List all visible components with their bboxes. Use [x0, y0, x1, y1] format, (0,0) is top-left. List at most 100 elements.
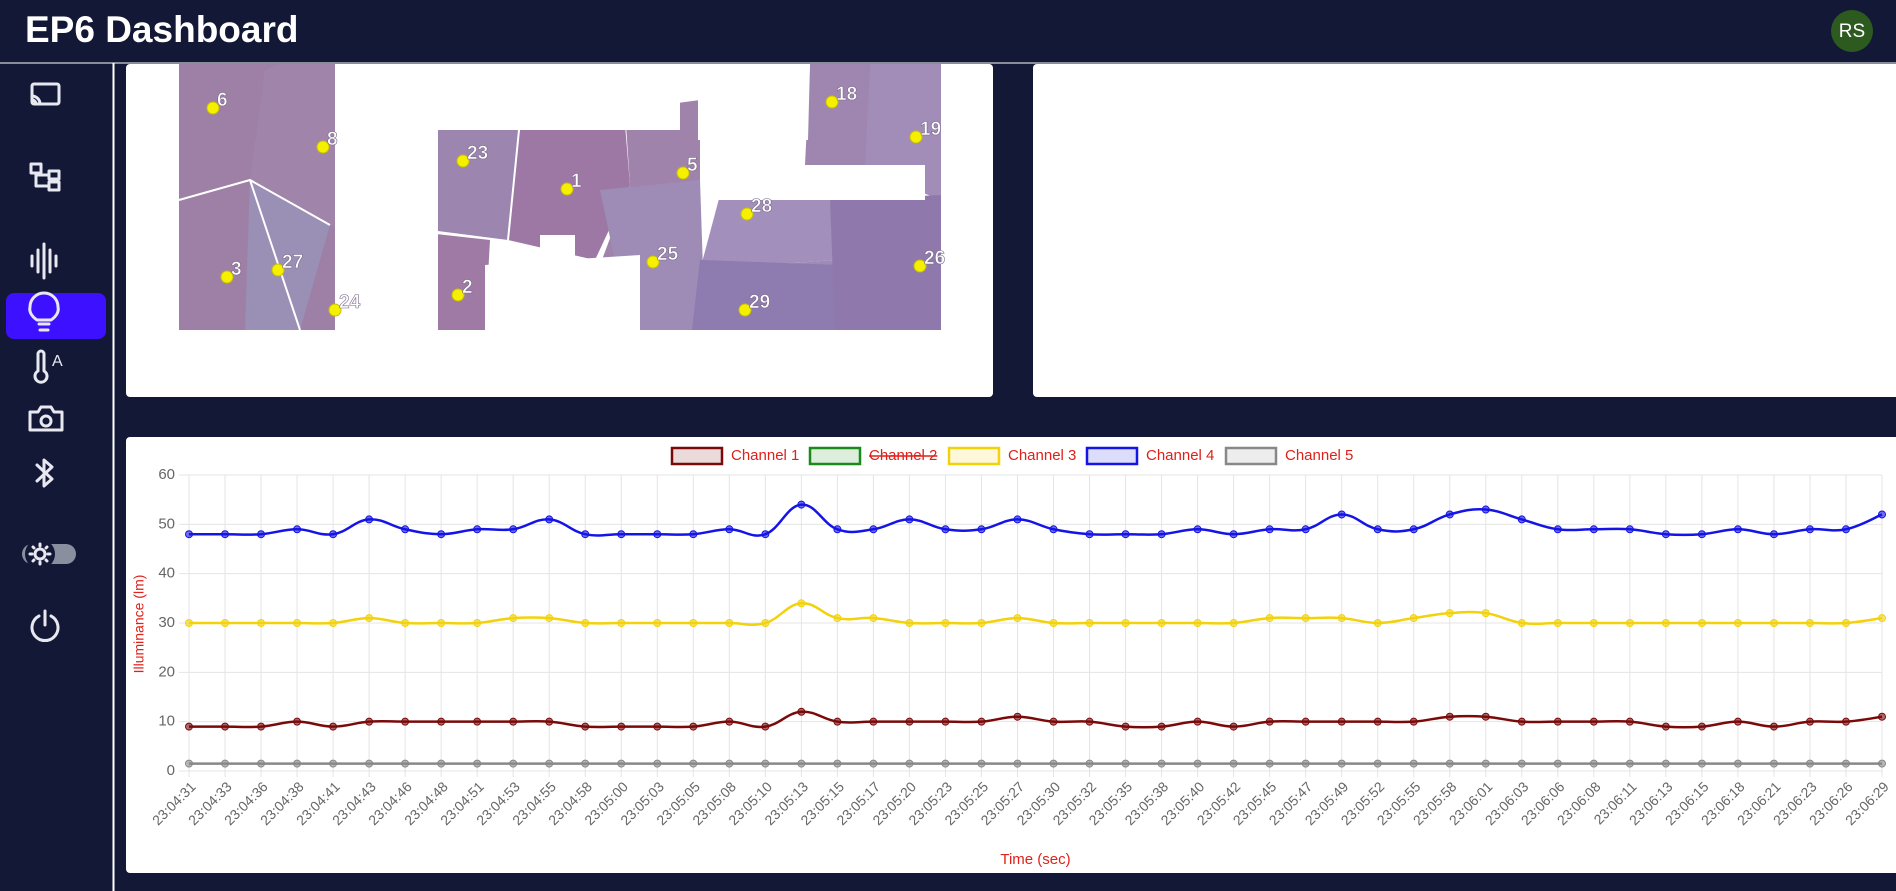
data-point [545, 515, 554, 524]
data-point [1301, 717, 1310, 726]
data-point [1697, 619, 1706, 627]
sensor-label: 27 [282, 252, 303, 273]
sensor-label: 24 [339, 292, 361, 313]
data-point [869, 525, 878, 534]
data-point [905, 717, 914, 726]
side-card [1033, 64, 1896, 397]
sensor-point [676, 166, 690, 180]
data-point [761, 722, 770, 731]
data-point [1085, 530, 1094, 539]
sensor-point [913, 259, 927, 273]
power-icon[interactable] [30, 609, 60, 643]
data-point [1878, 712, 1886, 721]
data-point [401, 759, 410, 768]
data-point [905, 515, 914, 524]
sensor-label: 28 [751, 196, 772, 217]
sensor-point [738, 303, 752, 317]
data-point [1553, 759, 1562, 768]
y-tick-label: 60 [158, 466, 175, 483]
data-point [1769, 530, 1778, 539]
legend-swatch [1224, 446, 1278, 466]
floor-map: 6 8 23 1 5 18 19 28 3 27 24 2 25 29 26 [178, 64, 945, 331]
legend-label: Channel 1 [731, 447, 799, 464]
data-point [1049, 525, 1058, 534]
data-point [1878, 510, 1886, 519]
x-axis-title: Time (sec) [1000, 851, 1070, 868]
legend-label: Channel 4 [1146, 447, 1214, 464]
data-point [401, 619, 410, 627]
data-point [185, 530, 193, 539]
sensor-point [646, 255, 660, 269]
data-point [1589, 759, 1598, 768]
sensor-point [451, 288, 465, 302]
data-point [1121, 759, 1130, 768]
data-point [1409, 614, 1418, 623]
data-point [1265, 759, 1274, 768]
data-point [581, 722, 590, 731]
data-point [329, 759, 338, 768]
data-point [257, 722, 266, 731]
data-point [473, 717, 482, 726]
sensor-point [328, 303, 342, 317]
data-point [1445, 609, 1454, 618]
data-point [869, 759, 878, 768]
data-point [1481, 759, 1490, 768]
sensor-point [825, 95, 839, 109]
y-axis-title: Illuminance (lm) [131, 575, 147, 674]
data-point [329, 619, 338, 627]
data-point [1229, 530, 1238, 539]
data-point [257, 619, 266, 627]
camera-icon[interactable] [28, 405, 64, 432]
avatar[interactable] [1831, 10, 1873, 52]
data-point [1805, 619, 1814, 627]
data-point [941, 619, 950, 627]
sensor-point [560, 182, 574, 196]
cast-icon[interactable] [30, 82, 61, 106]
data-point [509, 759, 518, 768]
data-point [1301, 614, 1310, 623]
sensor-label: 6 [217, 90, 228, 111]
data-point [797, 500, 806, 509]
y-tick-label: 10 [158, 713, 175, 730]
legend-swatch [670, 446, 724, 466]
bluetooth-icon[interactable] [35, 458, 54, 488]
temperature-icon[interactable]: A [33, 349, 63, 384]
data-point [1553, 525, 1562, 534]
data-point [1878, 614, 1886, 623]
data-point [1517, 515, 1526, 524]
data-point [257, 759, 266, 768]
data-point [1589, 717, 1598, 726]
data-point [1517, 717, 1526, 726]
data-point [689, 619, 698, 627]
data-point [1841, 759, 1850, 768]
data-point [545, 717, 554, 726]
y-tick-label: 40 [158, 565, 175, 582]
data-point [1697, 759, 1706, 768]
data-point [293, 717, 302, 726]
data-point [185, 722, 193, 731]
data-point [1805, 759, 1814, 768]
legend-swatch [1085, 446, 1139, 466]
data-point [1157, 619, 1166, 627]
legend-swatch [947, 446, 1001, 466]
data-point [1409, 717, 1418, 726]
data-point [1157, 530, 1166, 539]
topology-icon[interactable] [29, 162, 61, 192]
data-point [833, 525, 842, 534]
data-point [617, 759, 626, 768]
sensor-point [909, 130, 923, 144]
data-point [1661, 722, 1670, 731]
sensor-point [456, 154, 470, 168]
data-point [653, 619, 662, 627]
data-point [941, 759, 950, 768]
theme-toggle[interactable] [22, 539, 76, 569]
data-point [833, 614, 842, 623]
sensor-label: 25 [657, 244, 679, 265]
data-point [1409, 525, 1418, 534]
data-point [1841, 717, 1850, 726]
data-point [1553, 717, 1562, 726]
audio-icon[interactable] [30, 242, 58, 280]
data-point [1733, 619, 1742, 627]
data-point [293, 619, 302, 627]
sensor-label: 3 [231, 259, 242, 280]
